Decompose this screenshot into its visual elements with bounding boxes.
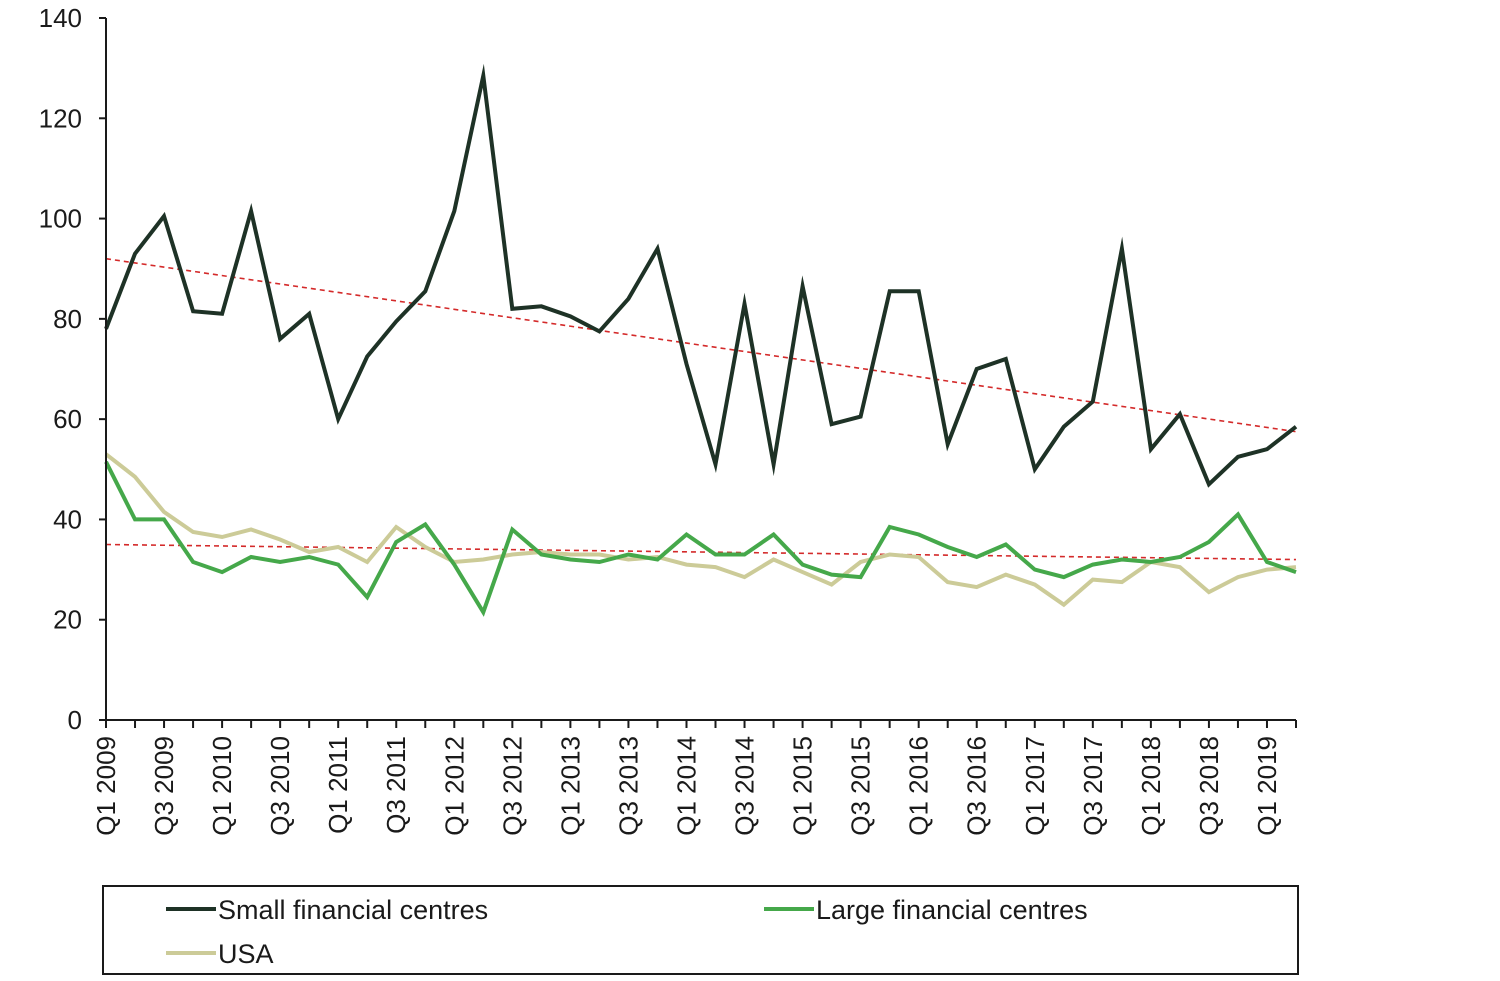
series-line-small-financial-centres [104,63,1298,488]
x-tick-label: Q1 2019 [1252,736,1282,836]
legend-label-large-financial-centres: Large financial centres [816,895,1088,925]
y-tick-label: 20 [53,605,82,635]
trendline-2 [105,543,1297,561]
x-tick-label: Q1 2016 [904,736,934,836]
legend-label-usa: USA [218,939,274,969]
y-tick-label: 80 [53,304,82,334]
x-tick-label: Q1 2018 [1136,736,1166,836]
x-tick-label: Q1 2012 [439,736,469,836]
x-tick-label: Q1 2014 [671,736,701,836]
series-lines [104,63,1298,617]
x-tick-label: Q1 2009 [91,736,121,836]
legend-box [102,885,1299,975]
x-tick-label: Q3 2014 [730,736,760,836]
x-tick-label: Q1 2011 [323,736,353,834]
y-tick-label: 40 [53,504,82,534]
y-tick-label: 0 [68,705,82,735]
trendline-1 [105,257,1297,433]
y-tick-label: 100 [39,204,82,234]
x-tick-label: Q3 2018 [1194,736,1224,836]
x-tick-label: Q3 2011 [381,736,411,834]
y-tick-label: 60 [53,404,82,434]
legend: Small financial centres Large financial c… [102,885,1299,975]
series-line-large-financial-centres [104,460,1297,617]
x-tick-label: Q3 2009 [149,736,179,836]
series-line-usa [104,452,1297,608]
x-tick-label: Q3 2013 [613,736,643,836]
x-tick-label: Q1 2013 [555,736,585,836]
trendlines [105,257,1297,561]
x-tick-label: Q3 2016 [962,736,992,836]
x-tick-label: Q1 2010 [207,736,237,836]
axes: 0 20 40 60 80 100 120 140 Q1 2009 Q3 2009 Q1 2010 Q… [39,3,1297,836]
x-tick-label: Q3 2010 [265,736,295,836]
x-tick-label: Q1 2015 [788,736,818,836]
x-tick-label: Q3 2017 [1078,736,1108,836]
x-tick-label: Q1 2017 [1020,736,1050,836]
y-tick-label: 140 [39,3,82,33]
x-tick-label: Q3 2015 [846,736,876,836]
x-tick-label: Q3 2012 [497,736,527,836]
y-tick-label: 120 [39,103,82,133]
legend-label-small-financial-centres: Small financial centres [218,895,488,925]
